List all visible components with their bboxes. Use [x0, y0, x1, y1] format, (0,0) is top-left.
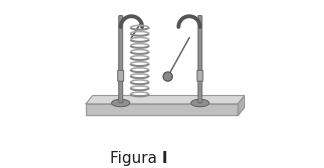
FancyBboxPatch shape — [119, 16, 123, 103]
Ellipse shape — [191, 99, 209, 107]
Polygon shape — [238, 96, 245, 115]
Text: I: I — [162, 151, 168, 166]
Ellipse shape — [111, 99, 130, 107]
Polygon shape — [86, 104, 238, 115]
Ellipse shape — [163, 72, 172, 81]
Text: Figura: Figura — [110, 151, 162, 166]
FancyBboxPatch shape — [198, 16, 202, 103]
FancyBboxPatch shape — [197, 70, 203, 81]
FancyBboxPatch shape — [118, 70, 124, 81]
Polygon shape — [86, 96, 245, 104]
